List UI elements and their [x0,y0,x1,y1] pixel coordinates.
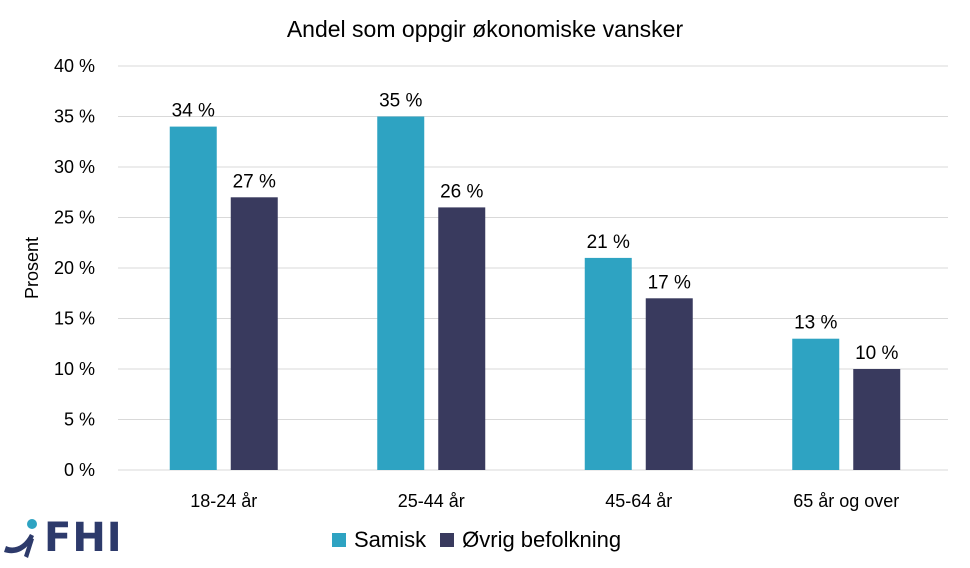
y-tick-label: 30 % [54,157,95,177]
legend: Samisk Øvrig befolkning [332,527,621,553]
bar [169,126,217,470]
data-labels: 34 % 27 % 35 % 26 % 21 % 17 % 13 % 10 % [172,91,899,365]
data-label: 34 % [172,101,215,122]
y-tick-label: 0 % [64,460,95,480]
fhi-logo-mark-icon [4,519,37,558]
x-category-label: 25-44 år [398,491,465,511]
data-label: 13 % [794,313,837,334]
bar [645,298,693,470]
x-axis-categories: 18-24 år 25-44 år 45-64 år 65 år og over [190,491,899,511]
data-label: 21 % [587,232,630,253]
chart-title: Andel som oppgir økonomiske vansker [287,16,684,42]
bar [584,257,632,470]
bar [438,207,486,470]
bar [377,116,425,470]
data-label: 17 % [648,272,691,293]
legend-item-samisk: Samisk [332,527,426,553]
x-category-label: 45-64 år [605,491,672,511]
legend-swatch-ovrig [440,533,455,547]
y-tick-label: 25 % [54,208,95,228]
bar [853,369,901,470]
y-tick-label: 15 % [54,309,95,329]
legend-label-ovrig: Øvrig befolkning [462,527,622,552]
y-axis-ticks: 0 % 5 % 10 % 15 % 20 % 25 % 30 % 35 % 40 % [54,56,95,480]
legend-label-samisk: Samisk [354,527,427,552]
fhi-logo: FHI [2,516,123,560]
fhi-logo-text: FHI [44,515,123,561]
bar [230,197,278,471]
data-label: 26 % [440,181,483,202]
bars [169,116,901,471]
y-tick-label: 40 % [54,56,95,76]
legend-item-ovrig: Øvrig befolkning [440,527,621,553]
y-tick-label: 20 % [54,258,95,278]
y-tick-label: 35 % [54,107,95,127]
y-tick-label: 10 % [54,359,95,379]
data-label: 35 % [379,91,422,112]
y-axis-label: Prosent [22,237,42,299]
x-category-label: 18-24 år [190,491,257,511]
y-tick-label: 5 % [64,410,95,430]
x-category-label: 65 år og over [793,491,899,511]
legend-swatch-samisk [332,533,346,547]
data-label: 10 % [855,343,898,364]
bar [792,338,840,470]
data-label: 27 % [233,171,276,192]
